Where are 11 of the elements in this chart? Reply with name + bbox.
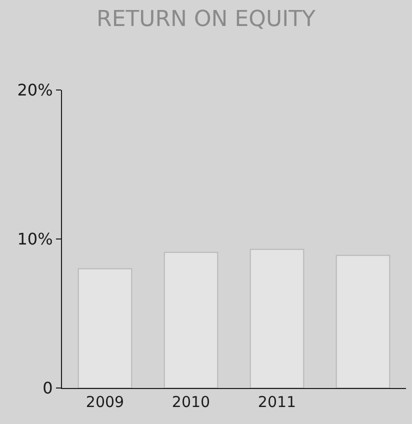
bar (336, 254, 390, 388)
y-tick-label: 20% (17, 80, 53, 100)
bar (78, 268, 132, 388)
x-tick-label: 2011 (258, 393, 296, 411)
bar (164, 252, 218, 388)
x-tick-label: 2010 (172, 393, 210, 411)
bar (250, 248, 304, 388)
y-tick-label: 0 (42, 378, 53, 398)
chart-title: RETURN ON EQUITY (96, 7, 316, 32)
x-tick-label: 2009 (86, 393, 124, 411)
y-tick-label: 10% (17, 230, 53, 249)
